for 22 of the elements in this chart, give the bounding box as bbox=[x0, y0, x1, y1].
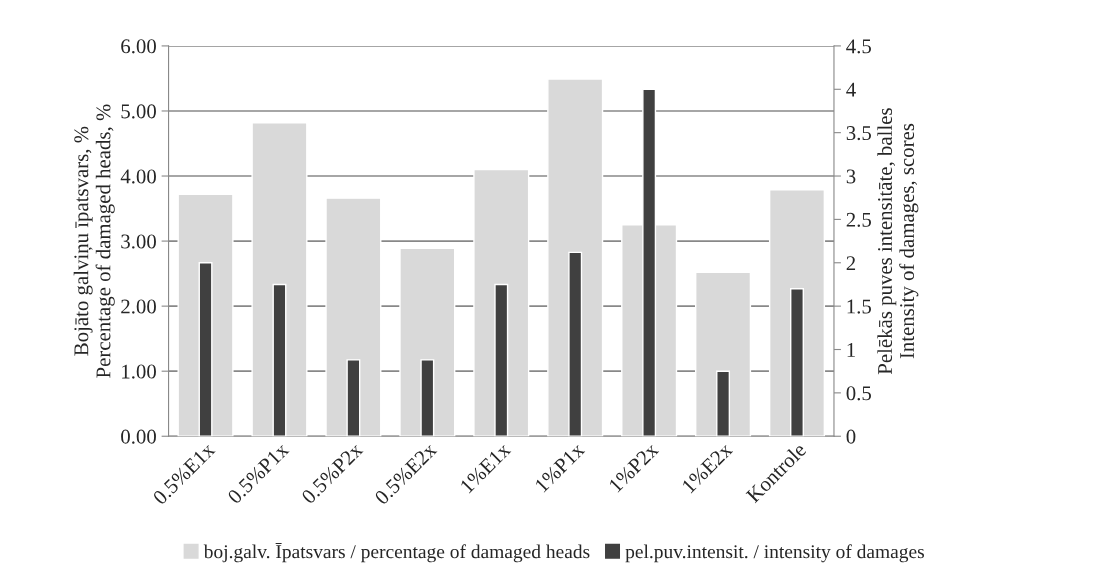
y-tick-label: 4.00 bbox=[120, 169, 156, 184]
y-tick-label: 6.00 bbox=[121, 39, 156, 54]
bar bbox=[325, 197, 382, 437]
y2-tick-label: 3 bbox=[846, 169, 856, 184]
y-axis-title: Bojāto galviņu īpatsvars, % Percentage of damaged heads, % bbox=[73, 104, 115, 378]
y2-axis-title: Pelēkās puves intensitāte, balles Intensity of damages, scores bbox=[877, 108, 919, 375]
y2-tick-label: 1.5 bbox=[847, 299, 871, 314]
y2-tick-label: 4 bbox=[846, 82, 856, 97]
y2-tick-label: 4.5 bbox=[846, 39, 871, 54]
y-tick-label: 5.00 bbox=[121, 104, 156, 119]
legend-label: boj.galv. Īpatsvars / percentage of damaged heads bbox=[203, 543, 590, 563]
y2-tick-label: 0 bbox=[846, 429, 856, 444]
y2-tick-label: 0.5 bbox=[846, 386, 871, 401]
legend-label: pel.puv.intensit. / intensity of damages bbox=[625, 544, 924, 563]
y-tick-label: 3.00 bbox=[121, 234, 156, 249]
y-tick-label: 0.00 bbox=[121, 429, 156, 444]
y2-tick-label: 2.5 bbox=[846, 212, 871, 227]
y-tick-label: 2.00 bbox=[121, 299, 156, 314]
y2-tick-label: 3.5 bbox=[846, 126, 871, 141]
y-tick-label: 1.00 bbox=[122, 364, 156, 379]
y2-tick-label: 1 bbox=[847, 342, 855, 357]
y2-tick-label: 2 bbox=[846, 256, 856, 270]
